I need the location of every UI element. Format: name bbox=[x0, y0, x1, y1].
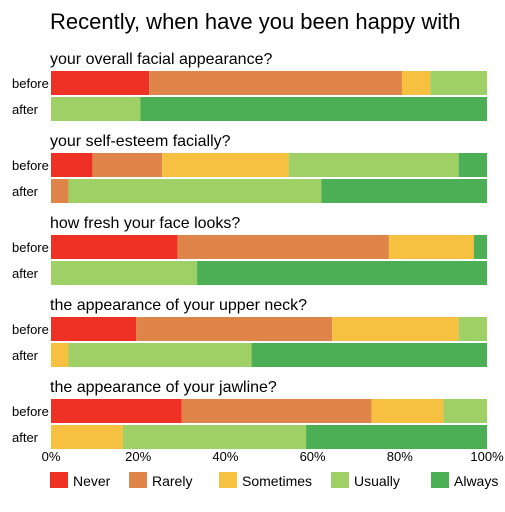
bar-segment-usually bbox=[122, 425, 307, 449]
x-tick-label: 60% bbox=[300, 449, 326, 464]
bar-segment-usually bbox=[430, 71, 487, 95]
bar-segment-always bbox=[458, 153, 487, 177]
bar-segment-never bbox=[51, 71, 150, 95]
bar-segment-sometimes bbox=[401, 71, 431, 95]
after-row-label: after bbox=[12, 184, 39, 199]
bar-segment-never bbox=[51, 399, 182, 423]
question-group: the appearance of your jawline?before aft… bbox=[12, 379, 487, 449]
legend-label-usually: Usually bbox=[354, 473, 400, 489]
before-row-label: before bbox=[12, 158, 49, 173]
legend-swatch-usually bbox=[331, 472, 349, 488]
question-label: your overall facial appearance? bbox=[50, 51, 272, 68]
before-row-label: before bbox=[12, 240, 49, 255]
bar-segment-usually bbox=[68, 179, 322, 203]
x-tick-label: 20% bbox=[125, 449, 151, 464]
bar-segment-rarely bbox=[136, 317, 333, 341]
question-group: your overall facial appearance?before aft… bbox=[12, 51, 487, 121]
bar-segment-always bbox=[306, 425, 487, 449]
x-tick-label: 0% bbox=[42, 449, 61, 464]
x-tick-label: 80% bbox=[387, 449, 413, 464]
bar-segment-always bbox=[473, 235, 487, 259]
after-row-label: after bbox=[12, 102, 39, 117]
question-group: how fresh your face looks?before after bbox=[12, 215, 487, 285]
after-row-label: after bbox=[12, 430, 39, 445]
bar-segment-rarely bbox=[149, 71, 402, 95]
legend-swatch-never bbox=[50, 472, 68, 488]
bar-segment-sometimes bbox=[332, 317, 459, 341]
bar-segment-always bbox=[140, 97, 487, 121]
legend-label-never: Never bbox=[73, 473, 111, 489]
bar-segment-sometimes bbox=[371, 399, 444, 423]
question-label: your self-esteem facially? bbox=[50, 133, 231, 150]
before-row-label: before bbox=[12, 76, 49, 91]
legend-label-always: Always bbox=[454, 473, 498, 489]
bar-segment-usually bbox=[458, 317, 487, 341]
bar-segment-never bbox=[51, 235, 178, 259]
x-tick-label: 40% bbox=[212, 449, 238, 464]
question-group: the appearance of your upper neck?before… bbox=[12, 297, 487, 367]
question-label: the appearance of your upper neck? bbox=[50, 297, 307, 314]
bar-segment-always bbox=[321, 179, 487, 203]
before-row-label: before bbox=[12, 404, 49, 419]
bar-segment-usually bbox=[288, 153, 459, 177]
bar-segment-always bbox=[251, 343, 487, 367]
legend: Never Rarely Sometimes Usually Always bbox=[50, 472, 498, 489]
bar-segment-rarely bbox=[181, 399, 372, 423]
x-tick-label: 100% bbox=[470, 449, 504, 464]
bar-segment-rarely bbox=[177, 235, 389, 259]
legend-swatch-always bbox=[431, 472, 449, 488]
bar-segment-rarely bbox=[92, 153, 163, 177]
question-group: your self-esteem facially?before after bbox=[12, 133, 487, 203]
bar-segment-usually bbox=[51, 261, 198, 285]
before-row-label: before bbox=[12, 322, 49, 337]
after-row-label: after bbox=[12, 266, 39, 281]
bar-segment-sometimes bbox=[51, 343, 69, 367]
chart-groups: your overall facial appearance?beforeaft… bbox=[12, 51, 487, 449]
bar-segment-sometimes bbox=[388, 235, 474, 259]
bar-segment-rarely bbox=[51, 179, 69, 203]
bar-segment-sometimes bbox=[162, 153, 289, 177]
bar-segment-sometimes bbox=[51, 425, 123, 449]
x-axis-ticks: 0% 20% 40% 60% 80% 100% bbox=[42, 449, 504, 464]
legend-swatch-sometimes bbox=[219, 472, 237, 488]
bar-segment-never bbox=[51, 317, 137, 341]
bar-segment-usually bbox=[68, 343, 252, 367]
bar-segment-usually bbox=[51, 97, 141, 121]
legend-label-sometimes: Sometimes bbox=[242, 473, 312, 489]
bar-segment-usually bbox=[443, 399, 487, 423]
question-label: the appearance of your jawline? bbox=[50, 379, 277, 396]
chart-title: Recently, when have you been happy with bbox=[50, 9, 461, 34]
bar-segment-always bbox=[197, 261, 487, 285]
bar-segment-never bbox=[51, 153, 93, 177]
legend-label-rarely: Rarely bbox=[152, 473, 192, 489]
after-row-label: after bbox=[12, 348, 39, 363]
legend-swatch-rarely bbox=[129, 472, 147, 488]
question-label: how fresh your face looks? bbox=[50, 215, 240, 232]
